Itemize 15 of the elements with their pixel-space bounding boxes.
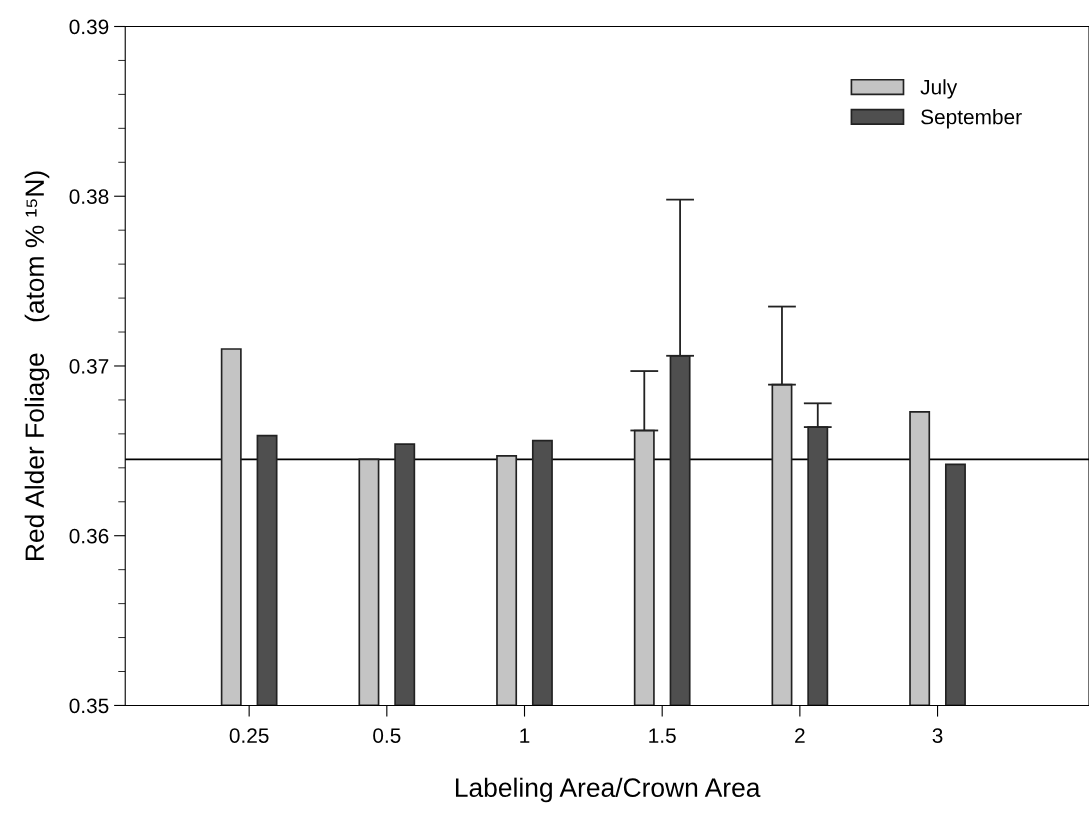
y-tick-label: 0.35 bbox=[69, 698, 109, 714]
y-tick-label: 0.39 bbox=[69, 19, 109, 35]
legend-label: July bbox=[920, 79, 958, 99]
x-tick-label: 2 bbox=[795, 728, 805, 743]
x-tick-label: 0.25 bbox=[229, 728, 269, 743]
y-tick-label: 0.37 bbox=[69, 358, 109, 374]
y-axis-title: Red Alder Foliage (atom % ¹⁵N) bbox=[24, 171, 50, 560]
x-tick-label: 1 bbox=[520, 728, 530, 743]
y-tick-label: 0.38 bbox=[69, 189, 109, 204]
x-tick-label: 3 bbox=[932, 728, 943, 743]
x-axis-title: Labeling Area/Crown Area bbox=[455, 777, 761, 803]
x-tick-label: 1.5 bbox=[649, 728, 676, 743]
legend-label: September bbox=[921, 109, 1022, 129]
x-tick-label: 0.5 bbox=[373, 728, 401, 743]
y-tick-label: 0.36 bbox=[69, 528, 109, 544]
